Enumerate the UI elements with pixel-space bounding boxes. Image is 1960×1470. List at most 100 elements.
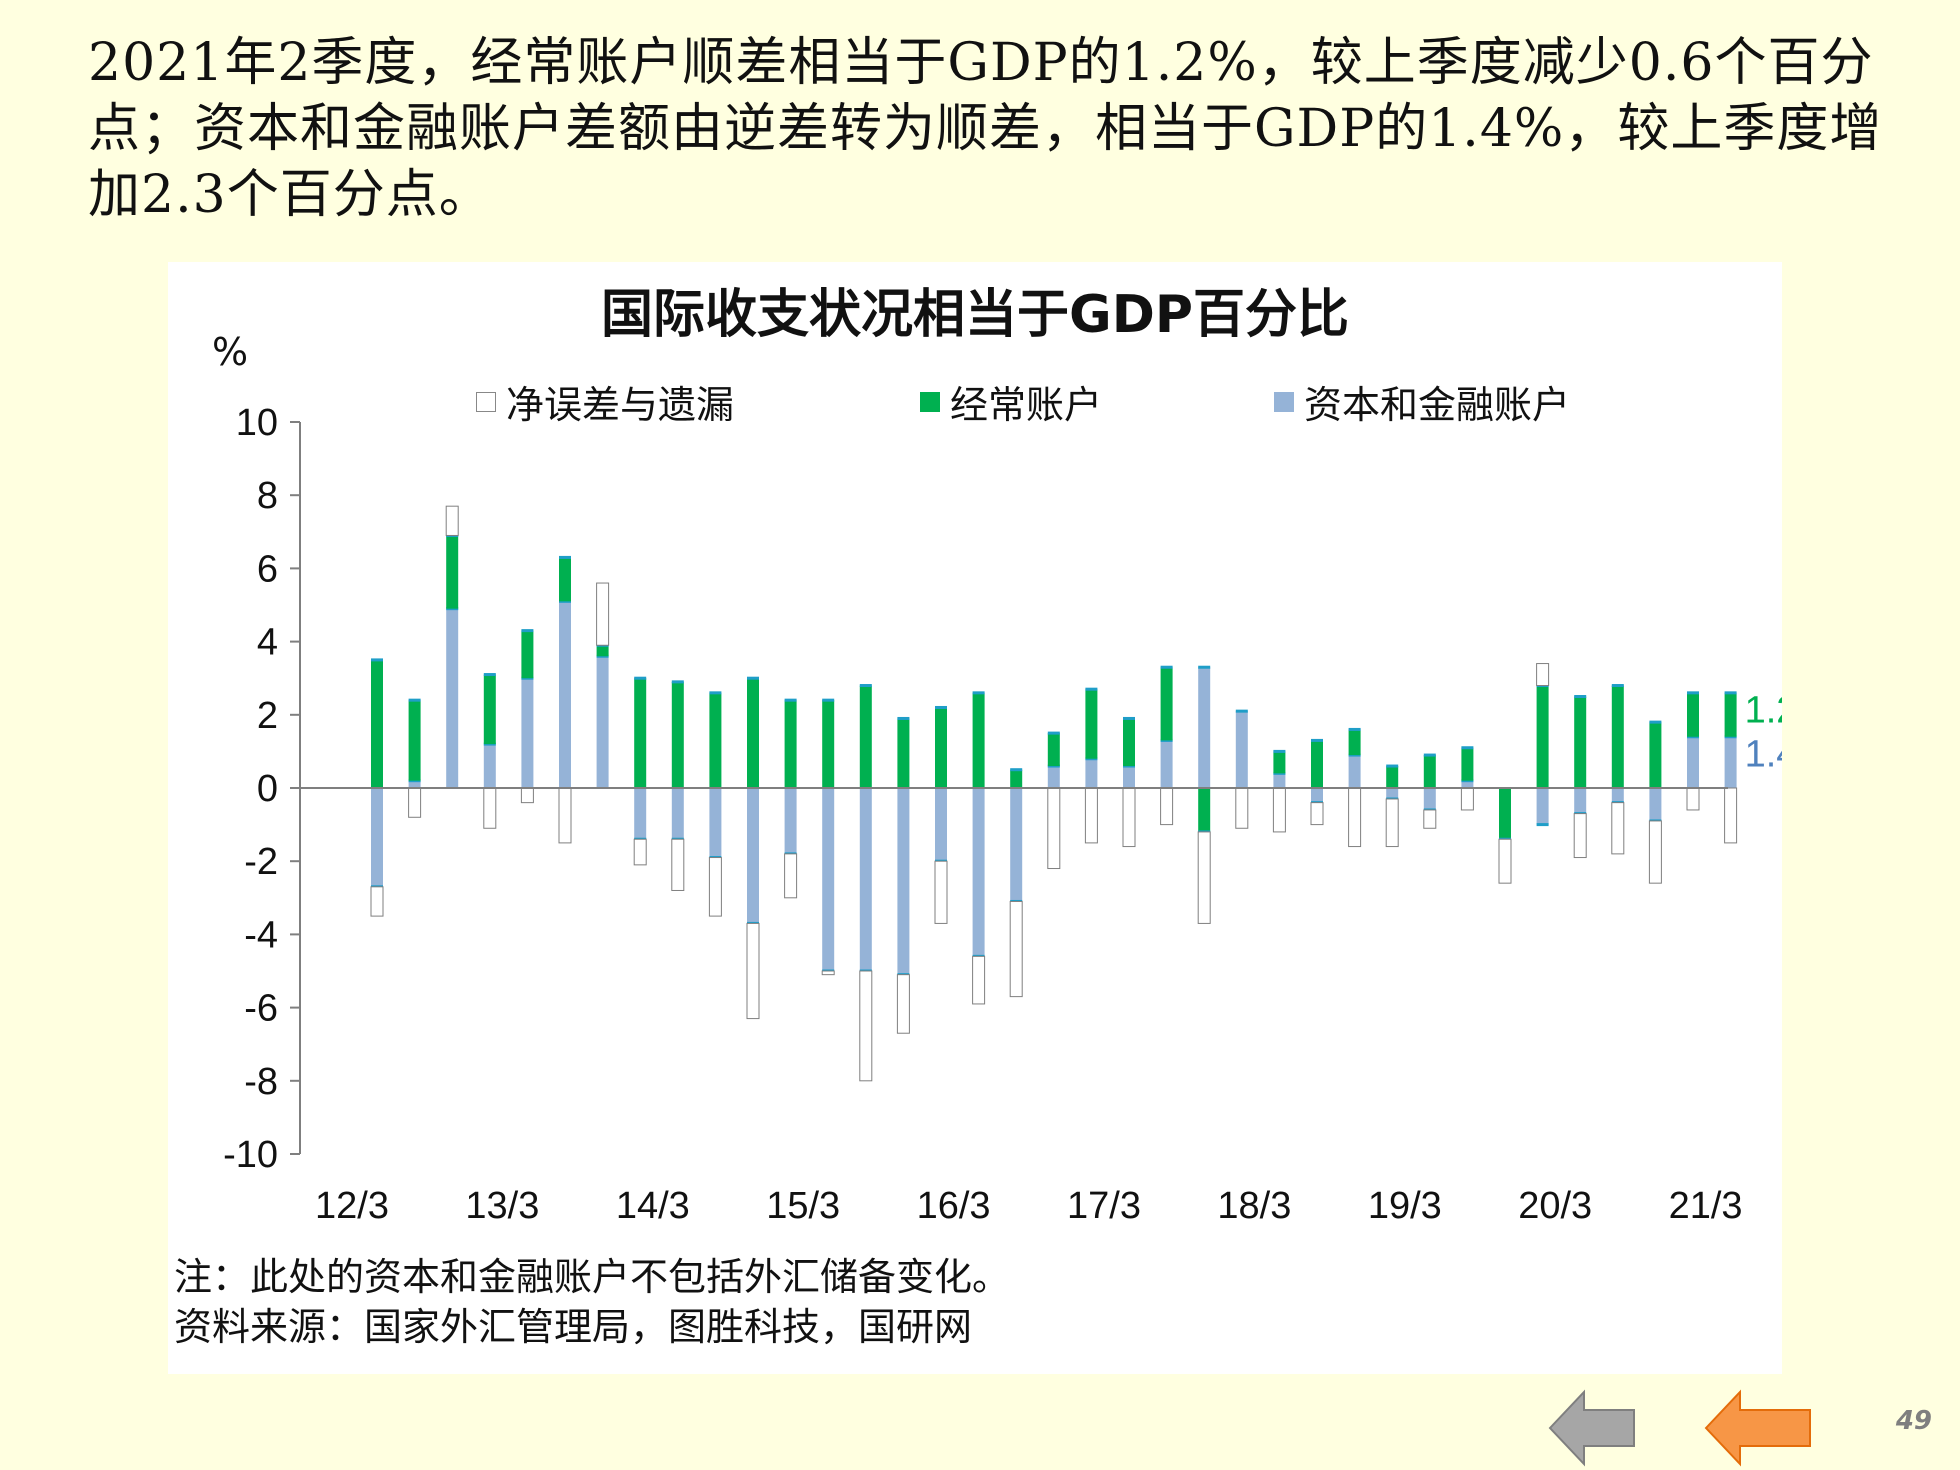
x-tick-label: 17/3 — [1067, 1185, 1141, 1227]
current-account-bar — [1348, 729, 1361, 756]
bar-cap — [671, 680, 684, 684]
capital-financial-bar — [1160, 740, 1173, 788]
current-account-bar — [521, 630, 534, 679]
net-errors-bar — [972, 955, 986, 1005]
capital-financial-bar — [596, 656, 609, 788]
net-errors-bar — [1235, 787, 1249, 829]
capital-financial-bar — [671, 788, 684, 840]
capital-financial-bar — [483, 744, 496, 788]
capital-financial-bar — [1724, 736, 1737, 788]
x-tick-label: 13/3 — [465, 1185, 539, 1227]
net-errors-bar — [1122, 787, 1136, 848]
net-errors-bar — [370, 886, 384, 917]
current-account-bar — [559, 557, 571, 602]
capital-financial-bar — [935, 788, 947, 862]
chart-title: 国际收支状况相当于GDP百分比 — [601, 285, 1349, 345]
capital-financial-bar — [634, 788, 647, 840]
y-tick-label: -2 — [244, 841, 278, 883]
net-errors-bar — [1047, 787, 1061, 870]
bar-cap — [1574, 695, 1587, 698]
y-tick-label: -8 — [244, 1061, 278, 1103]
capital-financial-bar — [747, 788, 759, 924]
bar-cap — [1649, 720, 1662, 724]
current-account-bar — [371, 659, 383, 788]
bar-cap — [1273, 749, 1286, 753]
current-account-bar — [1611, 685, 1624, 788]
current-account-bar — [897, 718, 910, 788]
bar-cap — [1461, 746, 1474, 750]
current-account-bar — [935, 707, 947, 788]
bar-cap — [822, 698, 835, 702]
bar-cap — [935, 705, 947, 709]
capital-financial-bar — [1273, 773, 1286, 788]
y-tick-label: 0 — [257, 768, 278, 810]
bar-cap — [408, 698, 421, 702]
note-line: 注：此处的资本和金融账户不包括外汇储备变化。 — [174, 1255, 1011, 1299]
net-errors-bar — [821, 970, 835, 976]
capital-financial-bar — [1010, 788, 1023, 902]
net-errors-bar — [1348, 787, 1362, 848]
legend-item-capital-financial: 资本和金融账户 — [1274, 374, 1570, 429]
capital-financial-bar — [446, 608, 459, 788]
net-errors-bar — [1460, 787, 1474, 811]
current-account-bar — [709, 692, 722, 788]
current-account-bar — [747, 678, 759, 788]
net-errors-bar — [1084, 787, 1098, 844]
net-errors-bar — [746, 922, 760, 1020]
y-tick-label: 10 — [236, 402, 278, 444]
net-errors-bar — [1686, 787, 1700, 811]
net-errors-bar — [708, 857, 722, 917]
capital-financial-bar — [1348, 755, 1361, 788]
capital-financial-bar — [1047, 766, 1060, 788]
bar-cap — [521, 629, 534, 633]
net-errors-bar — [1573, 813, 1587, 859]
y-tick-label: -10 — [223, 1134, 278, 1176]
current-account-bar — [1273, 751, 1286, 774]
current-account-bar — [634, 678, 647, 788]
x-tick-label: 21/3 — [1669, 1185, 1743, 1227]
net-errors-bar — [1498, 838, 1512, 884]
capital-financial-bar — [408, 780, 421, 788]
bar-cap — [634, 676, 647, 680]
legend: 净误差与遗漏 经常账户 资本和金融账户 — [168, 374, 1782, 434]
current-account-bar — [1123, 718, 1135, 767]
capital-financial-bar — [1311, 788, 1323, 803]
current-account-bar — [408, 700, 421, 781]
capital-financial-bar — [1085, 758, 1098, 788]
current-account-bar — [1085, 689, 1098, 759]
capital-financial-bar — [1649, 788, 1662, 821]
capital-financial-bar — [1198, 667, 1211, 788]
capital-financial-bar — [371, 788, 383, 887]
left-arrow-icon[interactable] — [1704, 1388, 1814, 1468]
current-account-bar — [1311, 740, 1323, 788]
chart-panel: 10 8 6 4 2 0 -2 -4 -6 -8 -10 12/3 13/3 14/3 15/3 16/3 17… — [168, 262, 1782, 1374]
net-errors-bar — [520, 787, 534, 804]
net-errors-bar — [1385, 798, 1399, 848]
capital-financial-bar — [1461, 780, 1474, 788]
bar-cap — [521, 676, 534, 680]
capital-financial-bar — [1574, 788, 1587, 814]
bar-cap — [1198, 665, 1211, 669]
net-errors-bar — [859, 970, 873, 1082]
x-tick-label: 16/3 — [917, 1185, 991, 1227]
net-errors-bar — [1160, 787, 1174, 826]
current-account-bar — [596, 645, 609, 657]
net-errors-bar — [408, 787, 422, 818]
net-errors-bar — [445, 505, 459, 536]
x-tick-label: 18/3 — [1217, 1185, 1291, 1227]
left-arrow-icon[interactable] — [1548, 1388, 1638, 1468]
bar-cap — [747, 676, 759, 680]
capital-financial-bar — [1386, 788, 1399, 799]
bar-cap — [1348, 727, 1361, 731]
net-errors-bar — [1272, 787, 1286, 833]
bar-cap — [1687, 691, 1699, 695]
y-tick-label: -6 — [244, 988, 278, 1030]
net-errors-bar — [1423, 809, 1437, 829]
source-line: 资料来源：国家外汇管理局，图胜科技，国研网 — [174, 1305, 973, 1349]
capital-financial-bar — [1123, 766, 1135, 788]
net-errors-bar — [671, 838, 685, 891]
bar-cap — [1724, 691, 1737, 695]
capital-financial-bar — [1687, 736, 1699, 788]
legend-swatch-current-account — [920, 391, 940, 412]
net-errors-bar — [1310, 802, 1324, 826]
